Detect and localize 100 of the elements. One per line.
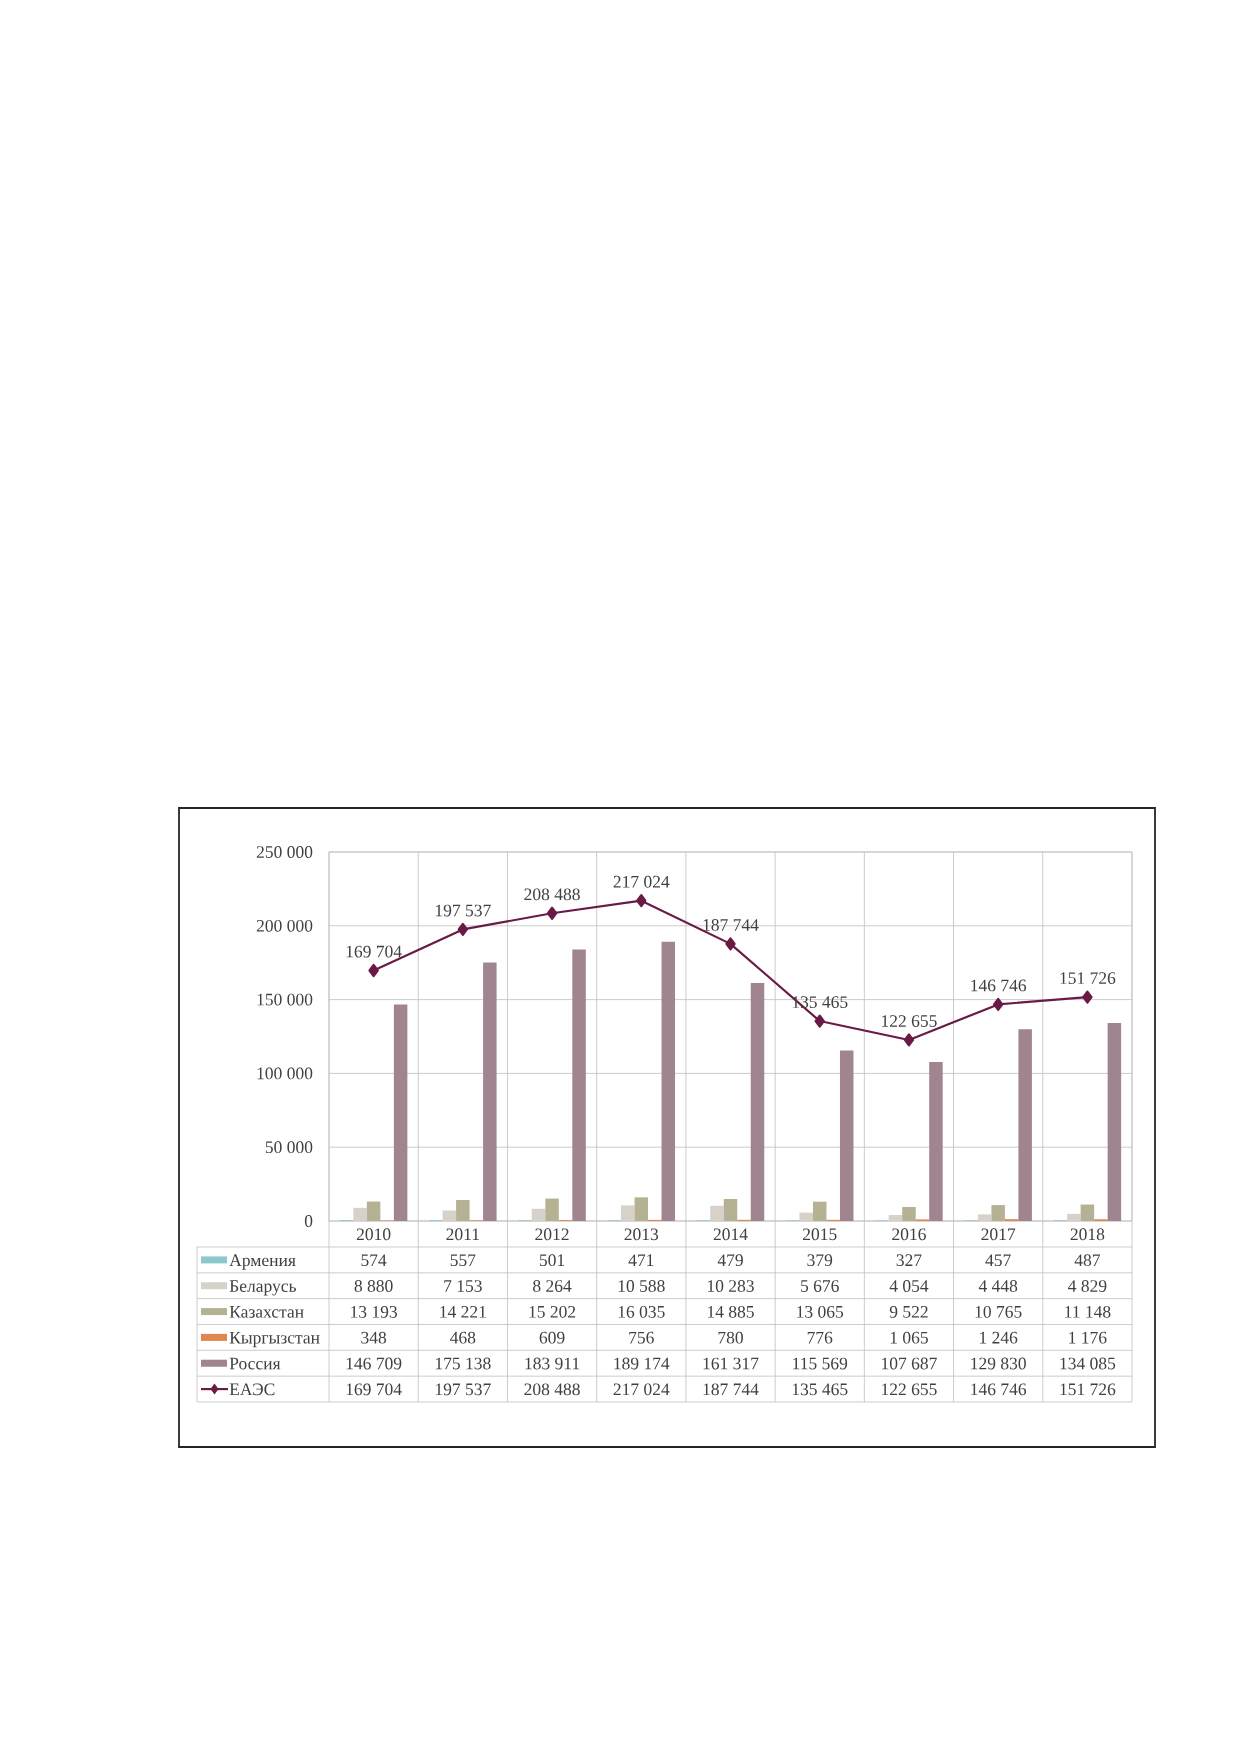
legend-label: Казахстан	[229, 1306, 304, 1318]
bar	[888, 1215, 903, 1221]
data-label: 609	[539, 1331, 565, 1344]
bar	[902, 1206, 916, 1221]
bar	[1018, 1029, 1032, 1221]
y-tick-label: 200 000	[256, 919, 313, 932]
data-label: 16 035	[618, 1305, 665, 1318]
point	[546, 906, 558, 920]
data-label: 1 246	[980, 1331, 1018, 1344]
data-label: 197 537	[435, 1383, 491, 1396]
point	[1082, 990, 1093, 1004]
x-tick-label: 2017	[981, 1228, 1016, 1241]
data-label: 15 202	[529, 1305, 576, 1318]
text: 187 744	[703, 919, 759, 931]
point	[457, 922, 469, 937]
data-label: 11 148	[1065, 1305, 1111, 1318]
data-label: 756	[629, 1331, 654, 1344]
data-label: 14 885	[707, 1305, 754, 1318]
data-label: 10 588	[618, 1280, 665, 1292]
x-tick-label: 2018	[1070, 1228, 1105, 1241]
data-label: 479	[717, 1254, 743, 1267]
data-label: 169 704	[346, 1383, 402, 1396]
point	[814, 1014, 825, 1028]
data-label: 1 176	[1069, 1331, 1107, 1344]
data-label: 8 264	[533, 1280, 572, 1292]
data-label: 115 569	[793, 1357, 848, 1370]
data-label: 10 283	[707, 1280, 754, 1292]
data-label: 468	[450, 1331, 476, 1344]
data-label: 379	[807, 1254, 833, 1267]
data-label: 8 880	[354, 1280, 393, 1292]
legend-label: Кыргызстан	[229, 1331, 320, 1348]
point	[903, 1033, 915, 1047]
bar	[353, 1207, 367, 1221]
text: 197 537	[435, 904, 491, 917]
bar	[929, 1062, 943, 1221]
y-tick-label: 0	[304, 1215, 313, 1227]
bar	[839, 1050, 854, 1221]
x-tick-label: 2015	[802, 1228, 837, 1241]
bar	[1080, 1204, 1095, 1221]
data-label: 9 522	[889, 1305, 928, 1318]
point	[636, 894, 647, 908]
bar	[483, 962, 497, 1221]
data-label: 183 911	[525, 1357, 580, 1370]
x-tick-label: 2011	[446, 1228, 479, 1241]
data-label: 1 065	[890, 1331, 928, 1344]
data-label: 10 765	[975, 1305, 1022, 1318]
point	[368, 963, 379, 978]
bar	[1067, 1213, 1081, 1221]
data-label: 13 065	[797, 1305, 844, 1318]
bar	[621, 1205, 635, 1221]
y-tick-label: 100 000	[257, 1067, 313, 1080]
bar	[710, 1205, 724, 1221]
data-label: 501	[539, 1254, 565, 1267]
bar	[393, 1004, 408, 1221]
data-label: 13 193	[351, 1305, 397, 1318]
bar	[634, 1197, 649, 1221]
text: 208 488	[524, 888, 580, 901]
bar	[991, 1205, 1005, 1221]
point	[992, 997, 1004, 1011]
text: 217 024	[613, 875, 670, 888]
data-label: 208 488	[524, 1383, 580, 1396]
data-label: 187 744	[703, 1383, 759, 1396]
bar	[456, 1200, 470, 1221]
bar	[545, 1198, 559, 1221]
data-label: 146 709	[346, 1357, 402, 1370]
data-label: 14 221	[440, 1305, 486, 1318]
bar	[723, 1199, 738, 1221]
x-tick-label: 2014	[713, 1228, 748, 1241]
legend-label: Россия	[229, 1357, 281, 1370]
data-label: 7 153	[444, 1280, 482, 1292]
bar	[572, 949, 586, 1221]
data-label: 776	[807, 1331, 833, 1344]
text: 169 704	[346, 945, 402, 958]
data-label: 129 830	[971, 1357, 1026, 1370]
data-label: 4 829	[1068, 1280, 1107, 1292]
data-label: 348	[361, 1331, 387, 1344]
data-label: 5 676	[801, 1280, 839, 1292]
bar	[750, 982, 765, 1221]
data-label: 107 687	[882, 1357, 937, 1370]
data-label: 175 138	[435, 1357, 491, 1370]
data-label: 135 465	[792, 1383, 848, 1396]
y-tick-label: 250 000	[256, 846, 313, 858]
text: 151 726	[1060, 972, 1116, 985]
text: 146 746	[971, 979, 1027, 992]
data-label: 327	[896, 1254, 922, 1267]
y-tick-label: 150 000	[257, 993, 313, 1006]
legend-label: ЕАЭС	[229, 1383, 275, 1396]
data-label: 471	[628, 1254, 654, 1266]
data-label: 134 085	[1060, 1357, 1116, 1370]
data-label: 457	[985, 1254, 1011, 1267]
bar	[1107, 1023, 1122, 1221]
legend-label: Беларусь	[229, 1280, 297, 1296]
bar	[442, 1210, 457, 1221]
bar	[977, 1214, 992, 1221]
data-label: 4 054	[889, 1280, 929, 1292]
x-tick-label: 2013	[624, 1228, 659, 1241]
data-label: 4 448	[978, 1280, 1018, 1292]
bar	[531, 1208, 546, 1221]
point	[725, 937, 736, 951]
bar	[366, 1201, 381, 1221]
